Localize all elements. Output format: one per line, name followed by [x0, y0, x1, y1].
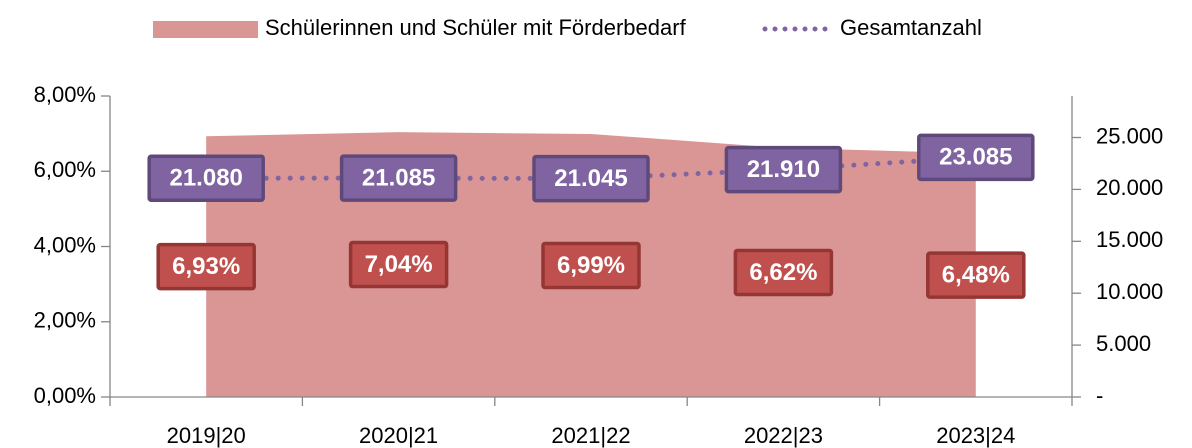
- data-label-box: [348, 240, 449, 289]
- data-label-box: [156, 242, 256, 291]
- legend-label: Gesamtanzahl: [840, 15, 982, 40]
- y2-tick-label: 25.000: [1096, 123, 1163, 148]
- data-label: 6,93%: [172, 253, 240, 280]
- legend-label: Schülerinnen und Schüler mit Förderbedar…: [265, 15, 687, 40]
- y2-tick-label: -: [1096, 383, 1103, 408]
- y2-tick-label: 5.000: [1096, 331, 1151, 356]
- y-tick-label: 6,00%: [34, 157, 96, 182]
- data-label-box: [532, 154, 650, 203]
- y2-tick-label: 20.000: [1096, 175, 1163, 200]
- y-tick-label: 8,00%: [34, 82, 96, 107]
- data-label: 23.085: [939, 144, 1012, 171]
- data-label: 21.045: [554, 165, 627, 192]
- x-tick-label: 2019|20: [167, 423, 246, 448]
- data-label-box: [147, 154, 265, 202]
- data-label: 21.910: [747, 156, 820, 183]
- data-label-box: [541, 241, 641, 290]
- y-tick-label: 0,00%: [34, 383, 96, 408]
- data-label: 21.080: [169, 165, 242, 192]
- x-tick-label: 2021|22: [551, 423, 630, 448]
- y-tick-label: 4,00%: [34, 232, 96, 257]
- data-label: 21.085: [362, 164, 435, 191]
- data-label: 7,04%: [365, 251, 433, 278]
- data-label: 6,48%: [942, 261, 1010, 288]
- data-label-box: [926, 251, 1026, 299]
- y2-tick-label: 10.000: [1096, 279, 1163, 304]
- y2-tick-label: 15.000: [1096, 227, 1163, 252]
- data-label-box: [917, 133, 1035, 182]
- data-label: 6,99%: [557, 252, 625, 279]
- x-tick-label: 2023|24: [936, 423, 1015, 448]
- data-label: 6,62%: [749, 259, 817, 286]
- x-tick-label: 2022|23: [744, 423, 823, 448]
- data-label-box: [724, 145, 843, 194]
- legend-swatch: [153, 21, 258, 38]
- x-tick-label: 2020|21: [359, 423, 438, 448]
- data-label-box: [339, 154, 458, 202]
- y-tick-label: 2,00%: [34, 308, 96, 333]
- data-label-box: [733, 248, 834, 297]
